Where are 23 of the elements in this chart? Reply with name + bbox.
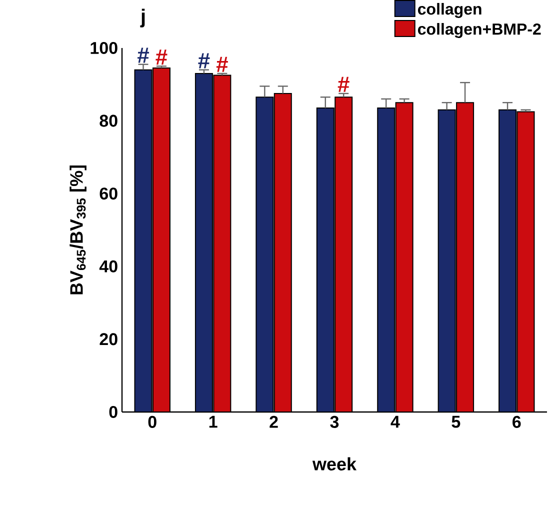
x-tick-label: 3	[330, 416, 339, 428]
data-label: #	[138, 48, 150, 63]
x-tick-label: 1	[209, 416, 218, 428]
data-label: #	[338, 76, 350, 92]
y-axis-title: BV$_{645}$/BV$_{395}$ [%]	[70, 165, 86, 294]
y-tick-label: 80	[100, 114, 118, 127]
x-tick-label: 0	[148, 416, 156, 428]
y-tick-label: 20	[100, 333, 118, 346]
x-tick-label: 5	[452, 416, 460, 428]
x-tick-label: 4	[390, 416, 400, 428]
data-label: #	[216, 56, 228, 72]
y-tick-label: 100	[90, 42, 118, 54]
y-tick-label: 40	[99, 260, 118, 272]
x-tick-label: 6	[512, 416, 521, 428]
x-tick-label: 2	[270, 416, 278, 428]
legend-label: collagen	[418, 2, 482, 18]
x-axis-title: week	[312, 457, 357, 470]
y-tick-label: 60	[100, 188, 118, 200]
legend-label: collagen+BMP-2	[418, 23, 541, 38]
data-label: #	[156, 50, 168, 65]
text: j	[140, 8, 145, 28]
y-tick-label: 0	[109, 406, 118, 418]
data-label: #	[198, 53, 210, 68]
